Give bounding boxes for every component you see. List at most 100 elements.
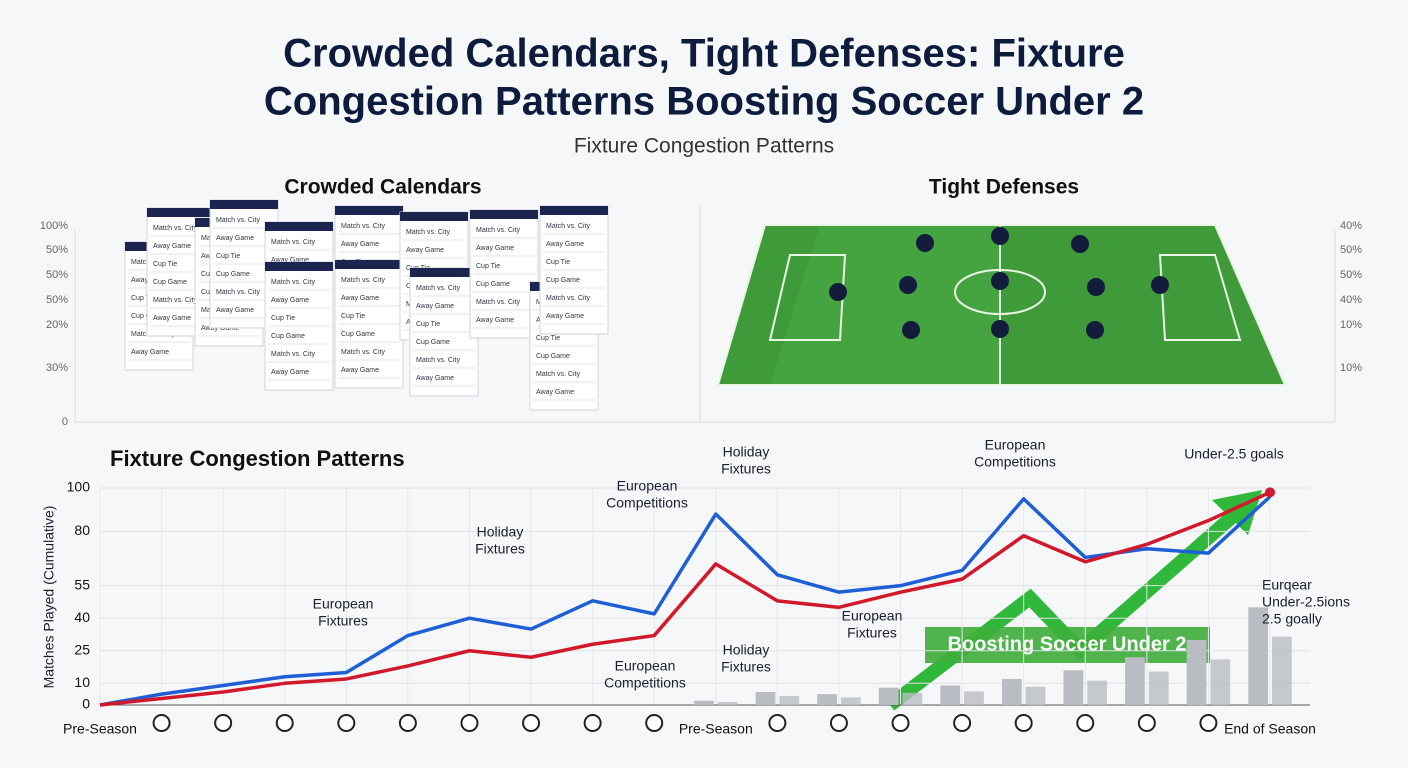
annotation: Fixtures: [475, 541, 525, 557]
card-item: Away Game: [131, 349, 169, 356]
title-line: Crowded Calendars, Tight Defenses: Fixtu…: [283, 32, 1125, 76]
card-item: Away Game: [536, 389, 574, 396]
panel-tick: 50%: [46, 244, 68, 256]
bar: [1210, 659, 1231, 705]
y-tick-label: 25: [74, 641, 90, 657]
x-icon: [398, 714, 417, 732]
x-tick-label: End of Season: [1224, 721, 1316, 737]
card-item: Cup Game: [153, 279, 187, 286]
y-tick-label: 80: [74, 522, 90, 538]
card-item: Away Game: [476, 317, 514, 324]
card-item: Match vs. City: [271, 351, 315, 358]
x-icon: [275, 714, 294, 732]
annotation: Competitions: [974, 454, 1056, 470]
card-header: [147, 208, 215, 217]
bar: [1186, 639, 1207, 705]
x-icon: [768, 714, 787, 732]
series-line: [99, 490, 1271, 707]
card-item: Match vs. City: [416, 285, 460, 292]
subtitle: Fixture Congestion Patterns: [574, 135, 834, 158]
card-item: Away Game: [476, 245, 514, 252]
annotation: Fixtures: [847, 625, 897, 641]
annotation: Holiday: [723, 444, 770, 460]
card-item: Match vs. City: [153, 297, 197, 304]
card-item: Cup Tie: [131, 295, 155, 302]
card-item: Away Game: [341, 367, 379, 374]
bar: [964, 691, 984, 705]
card-item: Cup Tie: [341, 313, 365, 320]
calendar-card: Match vs. City Away Game Cup Tie Cup Game Ma…: [469, 209, 539, 339]
card-header: [265, 222, 333, 231]
annotation: European: [313, 596, 374, 612]
panel-tick: 50%: [1340, 244, 1362, 256]
card-header: [470, 210, 538, 219]
bar: [1148, 671, 1169, 705]
card-item: Away Game: [546, 241, 584, 248]
card-item: Match vs. City: [546, 223, 590, 230]
card-item: Cup Game: [216, 271, 250, 278]
x-icon: [1199, 714, 1218, 732]
card-header: [265, 262, 333, 271]
panel-tick: 40%: [1340, 220, 1362, 232]
x-icon: [953, 714, 972, 732]
panel-tick: 50%: [46, 269, 68, 281]
y-axis-label: Matches Played (Cumulative): [41, 506, 57, 689]
panel-title: Crowded Calendars: [284, 176, 481, 199]
callout-arrow: Boosting Soccer Under 2: [885, 490, 1262, 711]
callout: Boosting Soccer Under 2: [948, 633, 1187, 655]
card-item: Cup Game: [476, 281, 510, 288]
bar: [1272, 636, 1292, 705]
card-item: Away Game: [153, 315, 191, 322]
card-item: Away Game: [271, 369, 309, 376]
x-icon: [1014, 714, 1033, 732]
card-header: [400, 212, 468, 221]
series-line: [99, 495, 1272, 707]
y-tick-label: 0: [82, 696, 90, 712]
panel-tick: 0: [62, 416, 68, 428]
card-header: [410, 268, 478, 277]
bar: [940, 685, 961, 705]
calendar-card: Match vs. City Away Game Cup Tie Cup Game Ma…: [334, 259, 404, 389]
card-item: Match vs. City: [341, 223, 385, 230]
panel-title: Tight Defenses: [929, 176, 1079, 199]
card-header: [335, 260, 403, 269]
card-item: Cup Tie: [216, 253, 240, 260]
card-item: Match vs. City: [271, 239, 315, 246]
bar: [779, 695, 800, 705]
annotation: Competitions: [604, 675, 686, 691]
card-item: Away Game: [216, 307, 254, 314]
x-icon: [1076, 714, 1095, 732]
calendar-card: Match vs. City Away Game Cup Tie Cup Game Ma…: [409, 267, 479, 397]
x-icon: [337, 714, 356, 732]
card-item: Match vs. City: [536, 371, 580, 378]
panel-tick: 50%: [1340, 269, 1362, 281]
annotation: Under-2.5 goals: [1184, 446, 1284, 462]
bar: [694, 700, 714, 705]
card-item: Match vs. City: [416, 357, 460, 364]
card-item: Match vs. City: [476, 299, 520, 306]
calendar-card: Match vs. City Away Game Cup Tie Cup Game Ma…: [264, 261, 334, 391]
card-item: Away Game: [216, 235, 254, 242]
annotation: European: [615, 658, 676, 674]
bar: [902, 692, 923, 705]
x-icon: [829, 714, 848, 732]
y-tick-label: 100: [67, 479, 91, 495]
bar: [1248, 607, 1268, 705]
x-icon: [522, 714, 541, 732]
soccer-field: [716, 224, 1287, 386]
annotation: Holiday: [723, 642, 770, 658]
card-item: Away Game: [271, 257, 309, 264]
annotation: European: [617, 478, 678, 494]
card-item: Away Game: [153, 243, 191, 250]
annotation: Holiday: [477, 524, 524, 540]
panel-tick: 100%: [40, 220, 68, 232]
card-item: Match vs. City: [341, 277, 385, 284]
card-item: Away Game: [406, 247, 444, 254]
x-icon: [460, 714, 479, 732]
annotation: European: [985, 437, 1046, 453]
y-tick-label: 55: [74, 576, 90, 592]
x-icon: [583, 714, 602, 732]
bar: [717, 701, 738, 705]
bar: [755, 691, 776, 705]
panel-tick: 40%: [1340, 294, 1362, 306]
